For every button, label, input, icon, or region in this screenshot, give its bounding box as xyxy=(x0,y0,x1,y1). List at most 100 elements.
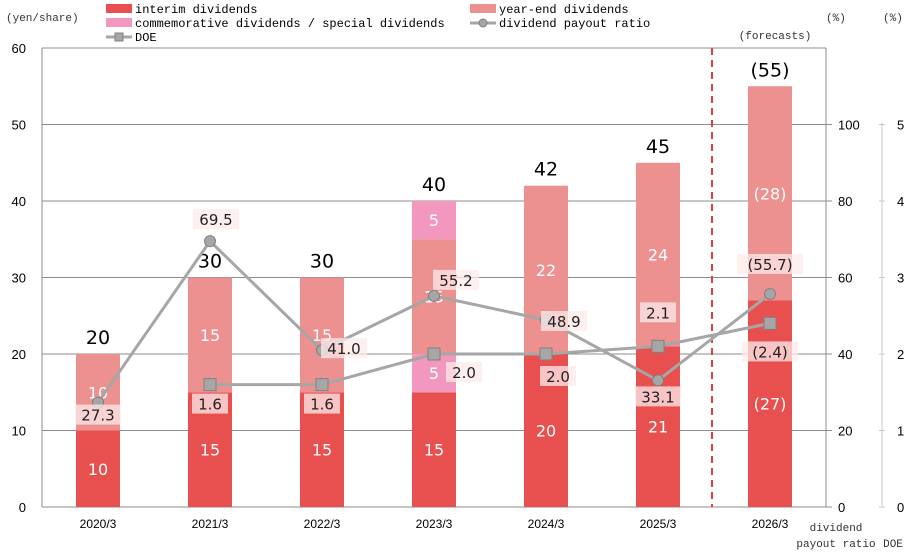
bar-segment xyxy=(188,277,232,393)
doe-axis-unit: (%) xyxy=(883,13,903,25)
payout-ratio-label-box xyxy=(321,338,367,359)
payout-tick-label: 0 xyxy=(838,500,845,515)
doe-label-box xyxy=(640,302,676,323)
legend-swatch xyxy=(106,4,132,13)
y-tick-label: 0 xyxy=(19,500,26,515)
doe-axis-title: DOE xyxy=(883,539,903,551)
doe-label: (2.4) xyxy=(752,343,788,361)
payout-ratio-label: 55.2 xyxy=(439,272,472,290)
payout-tick-label: 100 xyxy=(838,118,860,133)
y-tick-label: 30 xyxy=(12,271,26,286)
x-tick-label: 2025/3 xyxy=(640,517,677,531)
doe-label: 1.6 xyxy=(198,396,222,414)
bar-total-label: 30 xyxy=(310,251,334,273)
bar-value-label: 15 xyxy=(424,441,444,460)
payout-ratio-label-box xyxy=(635,386,681,407)
doe-label: 1.6 xyxy=(310,396,334,414)
bar-segment xyxy=(76,430,120,507)
y-tick-label: 20 xyxy=(12,347,26,362)
doe-line xyxy=(210,321,771,387)
bar-value-label: 10 xyxy=(88,460,108,479)
legend-swatch xyxy=(470,4,496,13)
legend-label: commemorative dividends / special divide… xyxy=(135,17,445,31)
bar-value-label: 20 xyxy=(536,422,556,441)
x-tick-label: 2026/3 xyxy=(752,517,789,531)
payout-axis-unit: (%) xyxy=(826,13,846,25)
payout-tick-label: 60 xyxy=(838,271,852,286)
y-tick-label: 60 xyxy=(12,41,26,56)
bar-value-label: (27) xyxy=(754,395,787,414)
bar-segment xyxy=(412,201,456,240)
doe-tick-label: 4 xyxy=(897,194,904,209)
legend-label: DOE xyxy=(135,31,157,45)
payout-tick-label: 40 xyxy=(838,347,852,362)
payout-ratio-label: 33.1 xyxy=(641,388,674,406)
bar-total-label: 40 xyxy=(422,174,446,196)
y-tick-label: 10 xyxy=(12,424,26,439)
doe-label-box xyxy=(742,341,798,362)
legend-label: interim dividends xyxy=(135,3,257,17)
forecast-label: (forecasts) xyxy=(739,31,812,43)
x-tick-label: 2023/3 xyxy=(416,517,453,531)
doe-tick-label: 2 xyxy=(897,347,904,362)
payout-axis-title: dividend xyxy=(810,523,863,535)
bar-value-label: (28) xyxy=(754,184,787,203)
legend-square-marker xyxy=(114,32,124,42)
payout-ratio-label: 48.9 xyxy=(547,313,580,331)
doe-marker xyxy=(427,347,441,361)
bar-value-label: 5 xyxy=(429,364,439,383)
doe-label-box xyxy=(304,393,340,414)
payout-ratio-label-box xyxy=(193,209,239,230)
bar-value-label: 24 xyxy=(648,246,668,265)
payout-ratio-marker xyxy=(204,235,216,248)
payout-ratio-marker xyxy=(764,287,776,300)
legend-swatch xyxy=(106,18,132,27)
doe-label: 2.0 xyxy=(452,364,476,382)
doe-label: 2.1 xyxy=(646,304,670,322)
x-tick-label: 2021/3 xyxy=(192,517,229,531)
doe-tick-label: 0 xyxy=(897,500,904,515)
payout-tick-label: 20 xyxy=(838,424,852,439)
doe-label-box xyxy=(446,362,482,382)
payout-ratio-label-box xyxy=(75,404,121,425)
x-tick-label: 2022/3 xyxy=(304,517,341,531)
doe-marker xyxy=(539,347,553,361)
bar-total-label: 20 xyxy=(86,327,110,349)
doe-tick-label: 1 xyxy=(897,424,904,439)
legend-label: dividend payout ratio xyxy=(499,17,650,31)
doe-label-box xyxy=(540,366,576,386)
doe-label-box xyxy=(192,393,228,414)
payout-ratio-label-box xyxy=(433,269,479,290)
bar-value-label: 22 xyxy=(536,261,556,280)
bar-segment xyxy=(412,392,456,507)
bar-segment xyxy=(748,300,792,507)
bar-value-label: 21 xyxy=(648,418,668,437)
bar-total-label: 45 xyxy=(646,136,670,158)
legend-label: year-end dividends xyxy=(499,3,629,17)
bar-total-label: 42 xyxy=(534,159,558,181)
x-tick-label: 2020/3 xyxy=(80,517,117,531)
payout-ratio-label: 69.5 xyxy=(199,211,232,229)
doe-marker xyxy=(203,378,217,392)
left-axis-unit: (yen/share) xyxy=(6,13,79,25)
doe-label: 2.0 xyxy=(546,368,570,386)
legend-circle-marker xyxy=(478,18,488,28)
payout-ratio-label: 41.0 xyxy=(327,340,360,358)
x-tick-label: 2024/3 xyxy=(528,517,565,531)
bar-value-label: 15 xyxy=(200,326,220,345)
bar-total-label: (55) xyxy=(750,59,789,81)
payout-ratio-label: (55.7) xyxy=(747,256,792,274)
payout-ratio-marker xyxy=(428,289,440,302)
payout-axis-title: payout ratio xyxy=(796,539,875,551)
bar-value-label: 5 xyxy=(429,211,439,230)
y-tick-label: 50 xyxy=(12,118,26,133)
payout-ratio-label-box xyxy=(541,310,587,331)
payout-tick-label: 80 xyxy=(838,194,852,209)
bar-total-label: 30 xyxy=(198,251,222,273)
doe-marker xyxy=(763,316,777,330)
doe-marker xyxy=(315,378,329,392)
bar-value-label: 15 xyxy=(312,441,332,460)
doe-marker xyxy=(651,339,665,353)
payout-ratio-marker xyxy=(652,374,664,387)
